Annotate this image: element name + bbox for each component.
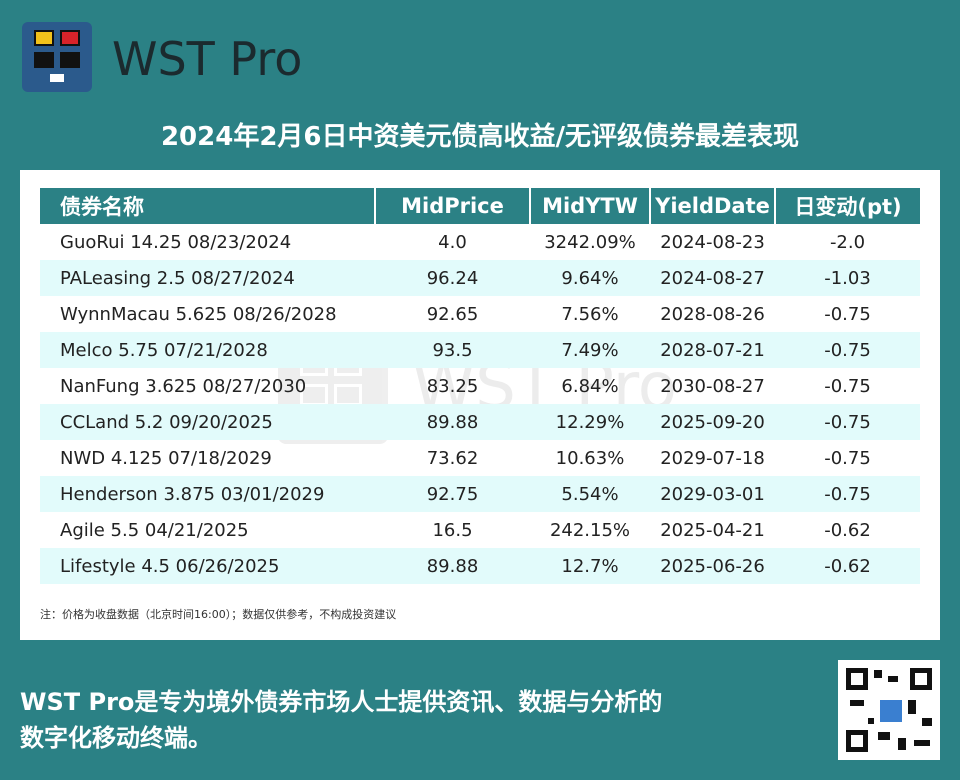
cell-daily-change: -0.75 xyxy=(775,476,920,512)
header-mid-ytw: MidYTW xyxy=(529,188,650,224)
cell-yield-date: 2030-08-27 xyxy=(660,375,765,397)
cell-bond-name: CCLand 5.2 09/20/2025 xyxy=(40,404,375,440)
cell-bond-name: Henderson 3.875 03/01/2029 xyxy=(40,476,375,512)
cell-mid-ytw: 7.49% xyxy=(530,332,650,368)
footer-line-1: WST Pro是专为境外债券市场人士提供资讯、数据与分析的 xyxy=(20,688,663,716)
wst-pro-logo-icon xyxy=(22,22,92,92)
header-bond-name: 债券名称 xyxy=(40,188,375,224)
cell-mid-price: 16.5 xyxy=(432,519,473,541)
table-row: Melco 5.75 07/21/2028 93.5 7.49% 2028-07… xyxy=(40,332,920,368)
table-row: Agile 5.5 04/21/2025 16.5 242.15% 2025-0… xyxy=(40,512,920,548)
footer-description: WST Pro是专为境外债券市场人士提供资讯、数据与分析的 数字化移动终端。 xyxy=(20,684,780,756)
table-row: WynnMacau 5.625 08/26/2028 92.65 7.56% 2… xyxy=(40,296,920,332)
cell-mid-ytw: 5.54% xyxy=(530,476,650,512)
cell-yield-date: 2025-04-21 xyxy=(660,519,765,541)
cell-mid-ytw: 9.64% xyxy=(530,260,650,296)
qr-code-icon xyxy=(838,660,940,760)
cell-mid-ytw: 6.84% xyxy=(561,375,619,397)
cell-yield-date: 2029-07-18 xyxy=(660,447,765,469)
cell-mid-ytw: 12.7% xyxy=(530,548,650,584)
table-row: NWD 4.125 07/18/2029 73.62 10.63% 2029-0… xyxy=(40,440,920,476)
cell-bond-name: Agile 5.5 04/21/2025 xyxy=(60,519,249,541)
bond-table: 债券名称 MidPrice MidYTW YieldDate 日变动(pt) G… xyxy=(40,188,920,584)
table-row: Lifestyle 4.5 06/26/2025 89.88 12.7% 202… xyxy=(40,548,920,584)
cell-daily-change: -2.0 xyxy=(829,231,866,253)
cell-bond-name: GuoRui 14.25 08/23/2024 xyxy=(60,231,292,253)
cell-bond-name: NanFung 3.625 08/27/2030 xyxy=(60,375,307,397)
cell-mid-price: 73.62 xyxy=(426,447,479,469)
cell-mid-price: 83.25 xyxy=(426,375,479,397)
header-yield-date: YieldDate xyxy=(649,188,775,224)
footer-line-2: 数字化移动终端。 xyxy=(20,724,212,752)
cell-yield-date: 2024-08-23 xyxy=(660,231,765,253)
cell-mid-price: 96.24 xyxy=(375,260,530,296)
cell-mid-price: 92.65 xyxy=(426,303,479,325)
cell-mid-price: 92.75 xyxy=(375,476,530,512)
cell-mid-ytw: 12.29% xyxy=(530,404,650,440)
cell-mid-price: 89.88 xyxy=(375,548,530,584)
header-mid-price: MidPrice xyxy=(374,188,530,224)
cell-bond-name: NWD 4.125 07/18/2029 xyxy=(60,447,272,469)
table-row: GuoRui 14.25 08/23/2024 4.0 3242.09% 202… xyxy=(40,224,920,260)
cell-mid-ytw: 3242.09% xyxy=(544,231,636,253)
cell-mid-price: 89.88 xyxy=(375,404,530,440)
table-row: CCLand 5.2 09/20/2025 89.88 12.29% 2025-… xyxy=(40,404,920,440)
cell-mid-price: 4.0 xyxy=(438,231,467,253)
table-row: Henderson 3.875 03/01/2029 92.75 5.54% 2… xyxy=(40,476,920,512)
cell-bond-name: PALeasing 2.5 08/27/2024 xyxy=(40,260,375,296)
cell-yield-date: 2025-09-20 xyxy=(650,404,775,440)
table-row: NanFung 3.625 08/27/2030 83.25 6.84% 203… xyxy=(40,368,920,404)
cell-daily-change: -0.62 xyxy=(775,548,920,584)
cell-bond-name: Melco 5.75 07/21/2028 xyxy=(40,332,375,368)
cell-daily-change: -0.75 xyxy=(824,375,871,397)
cell-mid-ytw: 10.63% xyxy=(555,447,625,469)
cell-yield-date: 2028-08-26 xyxy=(660,303,765,325)
cell-yield-date: 2025-06-26 xyxy=(650,548,775,584)
brand-name: WST Pro xyxy=(112,32,303,86)
cell-daily-change: -0.75 xyxy=(775,404,920,440)
cell-bond-name: Lifestyle 4.5 06/26/2025 xyxy=(40,548,375,584)
cell-yield-date: 2024-08-27 xyxy=(650,260,775,296)
cell-mid-ytw: 7.56% xyxy=(561,303,619,325)
cell-daily-change: -0.75 xyxy=(775,332,920,368)
cell-bond-name: WynnMacau 5.625 08/26/2028 xyxy=(60,303,337,325)
cell-daily-change: -0.62 xyxy=(824,519,871,541)
cell-daily-change: -0.75 xyxy=(824,447,871,469)
header-daily-change: 日变动(pt) xyxy=(774,188,920,224)
page-title: 2024年2月6日中资美元债高收益/无评级债券最差表现 xyxy=(160,122,800,152)
cell-yield-date: 2028-07-21 xyxy=(650,332,775,368)
table-card: WST Pro 债券名称 MidPrice MidYTW YieldDate 日… xyxy=(20,170,940,640)
table-row: PALeasing 2.5 08/27/2024 96.24 9.64% 202… xyxy=(40,260,920,296)
disclaimer-note: 注：价格为收盘数据（北京时间16:00）；数据仅供参考，不构成投资建议 xyxy=(40,608,397,621)
cell-mid-price: 93.5 xyxy=(375,332,530,368)
cell-mid-ytw: 242.15% xyxy=(549,519,631,541)
cell-daily-change: -1.03 xyxy=(775,260,920,296)
cell-yield-date: 2029-03-01 xyxy=(650,476,775,512)
cell-daily-change: -0.75 xyxy=(824,303,871,325)
table-header-row: 债券名称 MidPrice MidYTW YieldDate 日变动(pt) xyxy=(40,188,920,224)
